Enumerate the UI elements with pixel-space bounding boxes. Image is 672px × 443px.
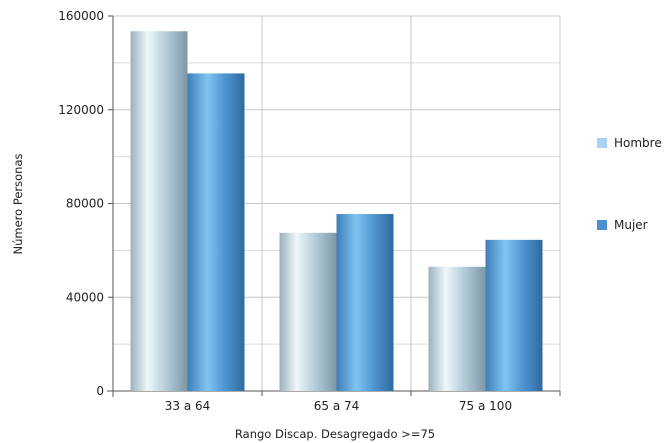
y-tick-label: 120000 xyxy=(58,103,104,117)
y-tick-label: 0 xyxy=(96,384,104,398)
bars xyxy=(130,31,543,391)
legend-swatch-hombre xyxy=(597,138,607,148)
y-tick-label: 80000 xyxy=(66,197,104,211)
y-axis: 0 40000 80000 120000 160000 xyxy=(58,9,114,398)
bar-hombre-1 xyxy=(130,31,188,391)
legend-swatch-mujer xyxy=(597,220,607,230)
x-axis-title: Rango Discap. Desagregado >=75 xyxy=(235,427,435,441)
y-tick-label: 160000 xyxy=(58,9,104,23)
bar-mujer-3 xyxy=(485,239,543,391)
x-tick-label: 65 a 74 xyxy=(314,399,360,413)
x-axis: 33 a 64 65 a 74 75 a 100 xyxy=(107,390,561,413)
bar-mujer-2 xyxy=(336,214,394,391)
legend: Hombre Mujer xyxy=(597,136,662,232)
y-axis-title: Número Personas xyxy=(11,153,25,254)
bar-hombre-2 xyxy=(279,232,337,391)
bar-hombre-3 xyxy=(428,266,486,391)
x-tick-label: 75 a 100 xyxy=(459,399,512,413)
x-tick-label: 33 a 64 xyxy=(165,399,211,413)
legend-label-mujer: Mujer xyxy=(614,218,648,232)
legend-label-hombre: Hombre xyxy=(614,136,662,150)
y-tick-label: 40000 xyxy=(66,290,104,304)
bar-mujer-1 xyxy=(187,73,245,391)
